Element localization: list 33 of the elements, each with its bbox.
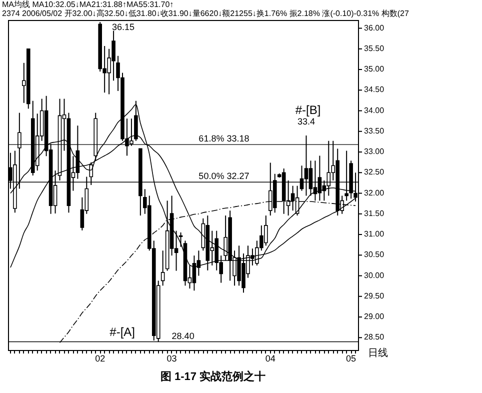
x-tick-label: 03	[166, 354, 177, 364]
annotation: 33.4	[297, 116, 316, 126]
annotation: 36.15	[112, 22, 135, 32]
x-tick-label: 02	[95, 354, 106, 364]
y-tick-label: 32.50	[364, 168, 385, 177]
chart-subtitle: MA均线 MA10:32.05↓MA21:31.88↑MA55:31.70↑	[2, 0, 174, 9]
ref-line-label: 61.8% 33.18	[198, 134, 250, 144]
y-tick-label: 30.00	[364, 270, 385, 280]
annotation: #-[B]	[295, 103, 321, 117]
text: 日线	[368, 347, 388, 359]
text: 图 1-17 实战范例之十	[160, 370, 266, 383]
y-tick-label: 36.00	[364, 23, 385, 32]
x-tick-label: 05	[346, 354, 356, 364]
annotation: #-[A]	[110, 325, 135, 339]
ref-line-label: 28.40	[172, 330, 194, 341]
y-tick-label: 30.50	[364, 250, 385, 260]
y-tick-label: 29.50	[364, 291, 385, 300]
y-tick-label: 34.00	[364, 106, 385, 115]
y-tick-label: 29.00	[364, 312, 385, 321]
y-tick-label: 34.50	[364, 85, 385, 94]
y-tick-label: 31.00	[364, 230, 385, 238]
x-tick-label: 04	[265, 354, 276, 364]
candlestick	[178, 232, 183, 248]
y-tick-label: 33.00	[364, 147, 385, 156]
y-tick-label: 33.50	[364, 126, 385, 136]
y-tick-label: 32.00	[364, 188, 385, 198]
y-tick-label: 35.50	[364, 44, 385, 53]
y-tick-label: 35.00	[364, 64, 385, 74]
ref-line-label: 50.0% 32.27	[198, 171, 250, 182]
candlestick	[160, 250, 165, 286]
y-tick-label: 28.50	[364, 332, 385, 342]
text: 2374 2006/05/02 开32.00↓高32.50↓低31.80↓收31.90↓量6620↓额21255↓换1.76% 振2.18% 涨(-0.10)-0.31% 构数(27	[2, 9, 410, 18]
y-tick-label: 31.50	[364, 208, 385, 218]
